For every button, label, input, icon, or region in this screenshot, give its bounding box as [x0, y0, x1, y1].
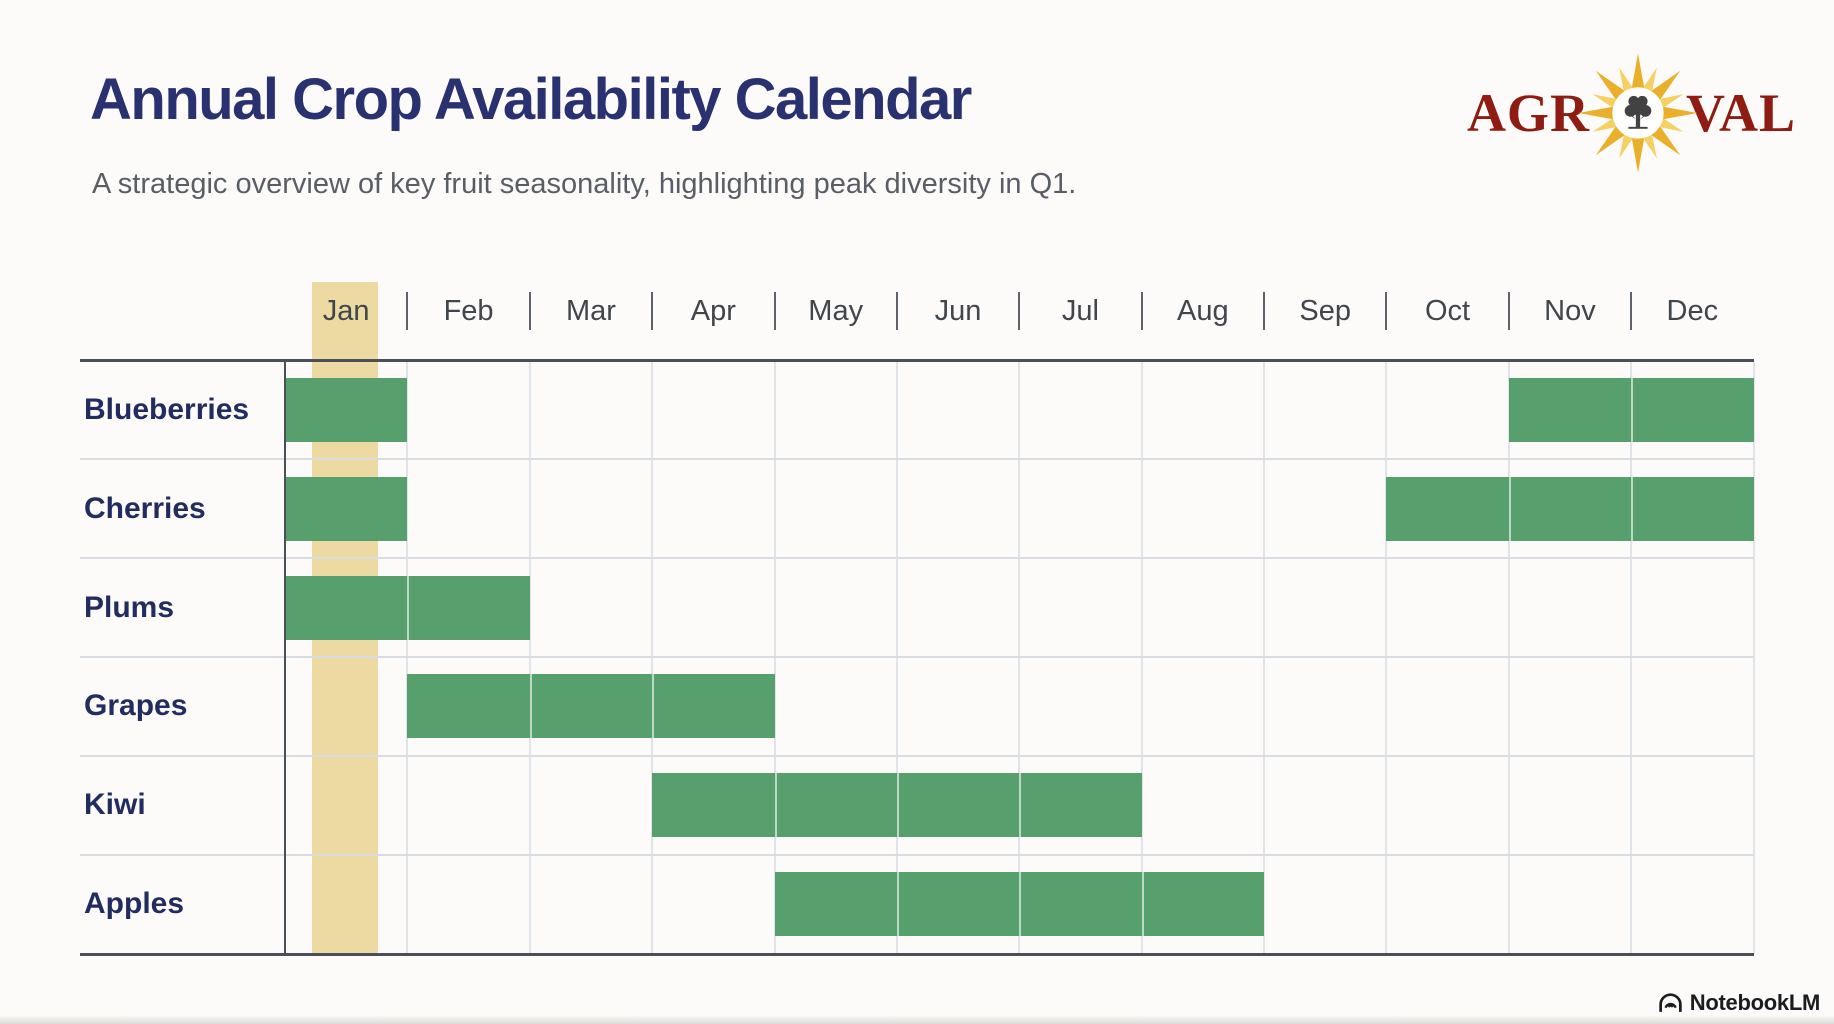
agroval-logo: AGR	[1467, 48, 1796, 178]
month-label-may: May	[808, 294, 864, 327]
availability-bar-segment	[774, 773, 897, 838]
availability-bar-segment	[1631, 476, 1754, 541]
availability-bar-segment	[896, 872, 1020, 937]
availability-bar-segment	[529, 674, 653, 739]
month-label-aug: Aug	[1177, 294, 1229, 327]
month-separator-tick	[651, 292, 654, 330]
month-label-feb: Feb	[443, 294, 494, 327]
row-label-plums: Plums	[84, 590, 175, 624]
notebooklm-icon	[1659, 993, 1682, 1012]
month-separator-tick	[1263, 292, 1265, 330]
availability-bar-segment	[285, 377, 408, 442]
page-subtitle: A strategic overview of key fruit season…	[92, 168, 1077, 200]
logo-word-start: AGR	[1466, 83, 1590, 143]
availability-bar-segment	[774, 872, 897, 937]
month-header-row: Jan Feb Mar Apr May Jun Jul Aug Sep Oct Nov Dec	[285, 288, 1754, 334]
row-label-cherries: Cherries	[84, 491, 206, 525]
month-label-dec: Dec	[1666, 294, 1719, 327]
month-separator-tick	[1507, 292, 1510, 330]
month-label-jul: Jul	[1061, 294, 1099, 327]
month-separator-tick	[895, 292, 898, 330]
bottom-edge-shadow	[0, 1015, 1834, 1024]
availability-bar-segment	[1508, 377, 1632, 442]
row-label-grapes: Grapes	[84, 689, 188, 723]
month-label-apr: Apr	[690, 294, 736, 327]
availability-bar-segment	[896, 773, 1020, 838]
month-separator-tick	[1140, 292, 1143, 330]
month-label-jun: Jun	[934, 294, 982, 327]
availability-bar-segment	[407, 575, 530, 640]
row-divider	[80, 754, 1754, 757]
notebooklm-label: NotebookLM	[1689, 989, 1821, 1015]
tree-icon	[1624, 95, 1652, 129]
month-separator-tick	[1018, 292, 1021, 330]
logo-word-end: VAL	[1685, 83, 1796, 143]
row-label-kiwi: Kiwi	[84, 788, 146, 822]
row-divider	[80, 656, 1754, 658]
notebooklm-badge: NotebookLM	[1657, 989, 1820, 1016]
availability-bar-segment	[1508, 476, 1632, 541]
month-separator-tick	[1630, 292, 1633, 330]
availability-bar-segment	[1019, 773, 1142, 838]
month-label-jan: Jan	[322, 294, 370, 327]
month-label-sep: Sep	[1299, 294, 1351, 327]
availability-bar-segment	[1386, 476, 1509, 541]
sun-with-tree-icon	[1578, 53, 1698, 173]
month-separator-tick	[1385, 292, 1388, 330]
table-bottom-border	[80, 952, 1754, 956]
row-divider	[80, 853, 1754, 856]
month-separator-tick	[528, 292, 531, 330]
month-label-nov: Nov	[1544, 294, 1596, 327]
row-divider	[80, 458, 1754, 461]
month-separator-tick	[406, 292, 409, 330]
month-separator-tick	[773, 292, 776, 330]
table-top-border	[80, 358, 1754, 362]
row-divider	[80, 557, 1754, 560]
availability-bar-segment	[285, 476, 408, 541]
availability-bar-segment	[1019, 872, 1142, 937]
availability-bar-segment	[1141, 872, 1264, 937]
month-gridline	[1752, 360, 1755, 954]
availability-bar-segment	[1631, 377, 1754, 442]
month-label-oct: Oct	[1425, 294, 1471, 327]
month-label-mar: Mar	[565, 294, 616, 327]
availability-bar-segment	[407, 674, 530, 739]
row-label-blueberries: Blueberries	[84, 392, 250, 426]
availability-bar-segment	[285, 575, 408, 640]
left-axis-line	[283, 358, 286, 954]
row-label-apples: Apples	[84, 887, 185, 921]
availability-bar-segment	[652, 674, 775, 739]
availability-bar-segment	[652, 773, 775, 838]
page-title: Annual Crop Availability Calendar	[90, 67, 972, 132]
